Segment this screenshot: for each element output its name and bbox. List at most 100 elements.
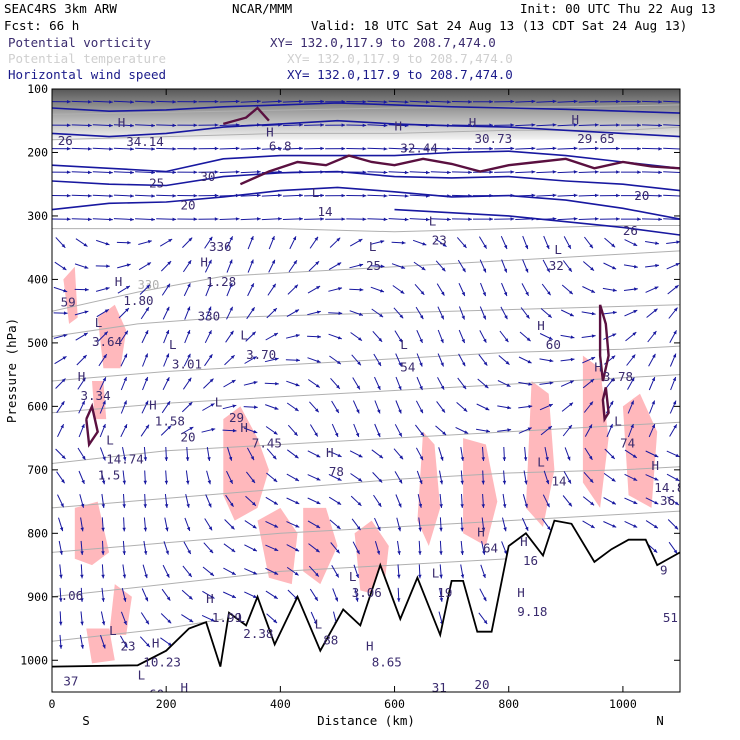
wind-vector-218 [226,259,233,273]
wind-vector-112 [515,170,536,174]
wind-vector-51 [494,123,515,127]
annotation-85: H [152,636,160,651]
annotation-44: 3.78 [603,369,633,384]
wind-vector-587 [439,540,443,555]
wind-vector-16 [388,100,409,104]
annotation-76: .06 [61,588,84,603]
wind-vector-323 [539,333,553,341]
wind-vector-399 [243,405,258,409]
valid-time: Valid: 18 UTC Sat 24 Aug 13 (13 CDT Sat … [311,18,688,33]
wind-vector-491 [286,473,300,482]
wind-vector-31 [71,123,92,128]
init-time: Init: 00 UTC Thu 22 Aug 13 [520,1,716,16]
wind-vector-65 [156,147,177,151]
wind-vector-567 [645,520,659,529]
wind-vector-319 [458,329,466,344]
wind-vector-454 [143,446,148,461]
annotation-30: 59 [61,295,76,310]
cloud-region-4 [257,507,298,585]
wind-vector-583 [352,541,360,555]
pv-contour-2 [85,402,99,448]
wind-vector-508 [645,474,659,481]
wind-vector-3 [113,100,134,104]
wind-vector-106 [388,170,409,175]
annotation-54: 1.5 [98,467,121,482]
wind-vector-353 [539,358,554,363]
wind-contour-1 [52,170,680,192]
wind-vector-4 [135,100,156,104]
wind-vector-37 [198,123,219,127]
wind-vector-274 [140,306,150,320]
wind-vector-520 [265,496,279,506]
wind-vector-575 [183,541,192,555]
annotation-78: 1.99 [212,610,242,625]
wind-vector-182 [96,239,110,246]
wind-vector-58 [641,123,663,128]
annotation-47: 20 [181,429,196,444]
wind-vector-128 [219,193,240,198]
annotation-93: 6.96 [186,696,216,711]
wind-vector-521 [286,497,300,505]
annotation-55: H [326,445,334,460]
wind-vector-317 [416,329,423,344]
wind-vector-485 [164,470,169,485]
wind-vector-618 [161,588,171,601]
field-pv-name: Potential vorticity [8,35,151,50]
wind-vector-36 [177,123,198,127]
annotation-36: 3.70 [246,347,276,362]
wind-vector-523 [328,496,342,506]
wind-vector-47 [409,123,430,128]
wind-vector-542 [101,517,105,532]
wind-vector-392 [99,400,106,414]
y-tick-label-0: 100 [27,82,48,96]
wind-vector-490 [266,472,278,483]
wind-vector-396 [181,401,193,413]
wind-vector-553 [329,519,341,530]
annotation-67: 16 [523,553,538,568]
wind-vector-194 [349,238,363,247]
wind-vector-293 [540,308,553,318]
wind-vector-326 [603,333,617,340]
wind-vector-276 [184,306,191,320]
wind-vector-114 [557,170,578,174]
annotation-42: 3.34 [81,388,111,403]
wind-vector-54 [557,123,578,127]
wind-vector-571 [101,540,105,555]
wind-vector-398 [222,404,237,410]
annotation-16: L [429,214,437,229]
annotation-5: H [395,118,403,133]
wind-vector-143 [536,193,557,198]
wind-vector-365 [162,376,170,391]
wind-vector-249 [247,283,255,297]
annotation-70: 3.06 [352,585,382,600]
wind-vector-452 [99,447,106,461]
wind-vector-15 [367,100,388,104]
wind-vector-647 [119,635,128,649]
wind-vector-443 [540,425,553,436]
wind-vector-483 [122,470,126,485]
wind-vector-164 [346,217,367,221]
annotation-17: 23 [432,233,447,248]
wind-vector-248 [226,282,233,297]
wind-vector-590 [501,541,508,555]
wind-vector-258 [436,283,445,296]
y-tick-label-4: 500 [27,336,48,350]
wind-vector-138 [430,194,451,198]
wind-vector-466 [393,448,404,460]
wind-vector-163 [325,217,346,221]
wind-vector-438 [435,425,447,436]
wind-vector-253 [328,287,343,292]
wind-vector-181 [75,238,88,247]
wind-vector-441 [497,428,512,432]
wind-vector-482 [100,470,106,485]
cloud-region-12 [74,501,110,566]
wind-vector-546 [184,517,191,532]
annotation-95: 31 [432,680,447,695]
wind-vector-568 [667,519,679,530]
wind-vector-337 [204,354,213,367]
annotation-77: H [206,591,214,606]
theta-contour-11 [52,104,680,115]
annotation-49: 29 [229,410,244,425]
wind-vector-84 [557,146,578,151]
wind-vector-74 [346,147,367,151]
